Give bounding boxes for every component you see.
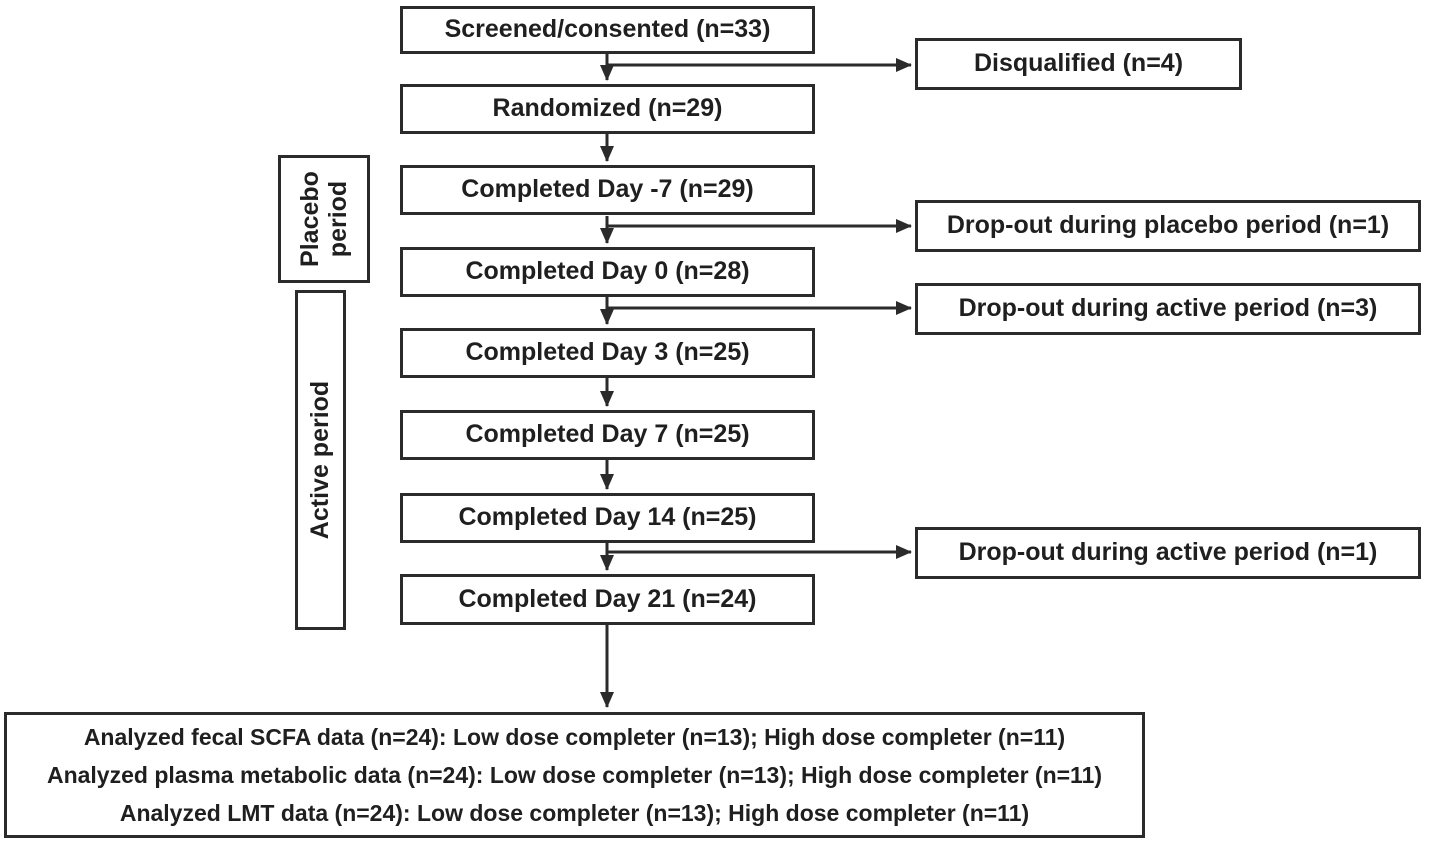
flow-box-randomized-label: Randomized (n=29) — [492, 94, 723, 123]
side-box-dropout-placebo-label: Drop-out during placebo period (n=1) — [946, 211, 1390, 240]
analysis-box: Analyzed fecal SCFA data (n=24): Low dos… — [4, 712, 1145, 838]
side-box-dropout-active-n3: Drop-out during active period (n=3) — [915, 283, 1421, 335]
side-box-disqualified: Disqualified (n=4) — [915, 38, 1242, 90]
side-box-dropout-active-n1: Drop-out during active period (n=1) — [915, 527, 1421, 579]
flow-box-day7-label: Completed Day 7 (n=25) — [465, 420, 750, 449]
flow-box-screened-label: Screened/consented (n=33) — [444, 15, 771, 44]
period-label-active-text: Active period — [306, 380, 335, 540]
analysis-line-plasma-metabolic: Analyzed plasma metabolic data (n=24): L… — [46, 762, 1103, 788]
period-label-placebo-text: Placebo period — [296, 171, 352, 267]
flow-box-day-minus7: Completed Day -7 (n=29) — [400, 165, 815, 215]
analysis-line-lmt: Analyzed LMT data (n=24): Low dose compl… — [119, 800, 1030, 826]
flow-box-day3-label: Completed Day 3 (n=25) — [465, 338, 750, 367]
flow-box-randomized: Randomized (n=29) — [400, 84, 815, 134]
period-label-placebo-line2: period — [324, 180, 352, 258]
side-box-dropout-active-n1-label: Drop-out during active period (n=1) — [958, 538, 1378, 567]
flow-box-day0-label: Completed Day 0 (n=28) — [465, 257, 750, 286]
flow-box-day3: Completed Day 3 (n=25) — [400, 328, 815, 378]
flow-box-day14: Completed Day 14 (n=25) — [400, 493, 815, 543]
analysis-line-fecal-scfa: Analyzed fecal SCFA data (n=24): Low dos… — [83, 724, 1066, 750]
period-label-placebo-line1: Placebo — [296, 171, 324, 267]
flow-box-day7: Completed Day 7 (n=25) — [400, 410, 815, 460]
side-box-dropout-active-n3-label: Drop-out during active period (n=3) — [958, 294, 1378, 323]
side-box-disqualified-label: Disqualified (n=4) — [973, 49, 1184, 78]
period-label-active: Active period — [295, 290, 346, 630]
flow-box-screened: Screened/consented (n=33) — [400, 6, 815, 54]
flow-box-day-minus7-label: Completed Day -7 (n=29) — [461, 175, 754, 204]
flow-box-day0: Completed Day 0 (n=28) — [400, 247, 815, 297]
flow-box-day21: Completed Day 21 (n=24) — [400, 574, 815, 625]
flow-box-day14-label: Completed Day 14 (n=25) — [458, 503, 757, 532]
flow-box-day21-label: Completed Day 21 (n=24) — [458, 584, 757, 613]
period-label-placebo: Placebo period — [278, 155, 370, 283]
side-box-dropout-placebo: Drop-out during placebo period (n=1) — [915, 200, 1421, 252]
